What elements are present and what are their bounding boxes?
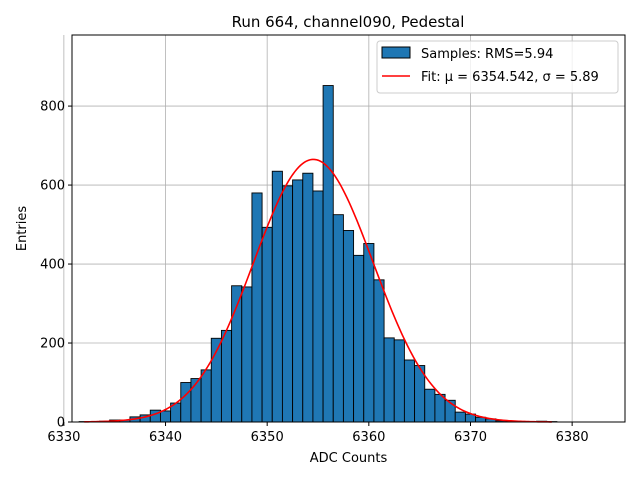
histogram-bar [180, 382, 192, 423]
y-tick-label: 400 [40, 258, 65, 273]
histogram-bar [393, 339, 405, 423]
legend-swatch-samples [381, 46, 411, 59]
x-axis-title: ADC Counts [310, 451, 388, 466]
histogram-bar [241, 286, 253, 423]
histogram-bar [292, 179, 304, 423]
histogram-bar [403, 359, 416, 423]
legend-label-samples: Samples: RMS=5.94 [421, 47, 553, 62]
x-tick-label: 6380 [556, 430, 589, 445]
histogram-bar [424, 388, 436, 423]
histogram-bar [353, 254, 365, 423]
histogram-bar [220, 329, 233, 423]
axis-ticks: 6330 6340 6350 6360 6370 6380 0 200 400 600 800 [40, 100, 589, 445]
histogram-bar [373, 279, 385, 423]
histogram-bar [200, 369, 212, 423]
x-tick-label: 6360 [352, 430, 385, 445]
gaussian-fit-line [84, 158, 552, 423]
histogram-bar [159, 410, 172, 423]
x-tick-label: 6330 [47, 430, 80, 445]
histogram-bar [251, 192, 263, 423]
y-tick-label: 600 [40, 179, 65, 194]
legend-box [376, 40, 619, 94]
y-tick-label: 200 [40, 337, 65, 352]
histogram-bar [281, 185, 294, 423]
y-axis-title: Entries [15, 206, 30, 252]
legend: Samples: RMS=5.94 Fit: μ = 6354.542, σ =… [376, 40, 619, 94]
histogram-bar [434, 393, 446, 423]
plot-frame [71, 34, 626, 423]
histogram-bar [302, 172, 314, 423]
y-tick-label: 0 [57, 416, 65, 431]
histogram-bar [363, 243, 375, 423]
x-tick-label: 6350 [251, 430, 284, 445]
legend-label-fit: Fit: μ = 6354.542, σ = 5.89 [421, 70, 599, 85]
histogram-bar [322, 85, 334, 423]
y-tick-label: 800 [40, 100, 65, 115]
histogram-bar [454, 411, 466, 423]
chart-title: Run 664, channel090, Pedestal [232, 13, 465, 31]
histogram-bar [332, 214, 344, 423]
histogram-bar [383, 337, 395, 423]
histogram-bar [271, 170, 283, 423]
histogram-bar [342, 230, 355, 423]
histogram-bar [261, 226, 273, 423]
histogram-bar [190, 378, 202, 423]
histogram-bars [78, 85, 558, 423]
x-tick-label: 6370 [454, 430, 487, 445]
x-tick-label: 6340 [149, 430, 182, 445]
histogram-bar [312, 190, 324, 423]
